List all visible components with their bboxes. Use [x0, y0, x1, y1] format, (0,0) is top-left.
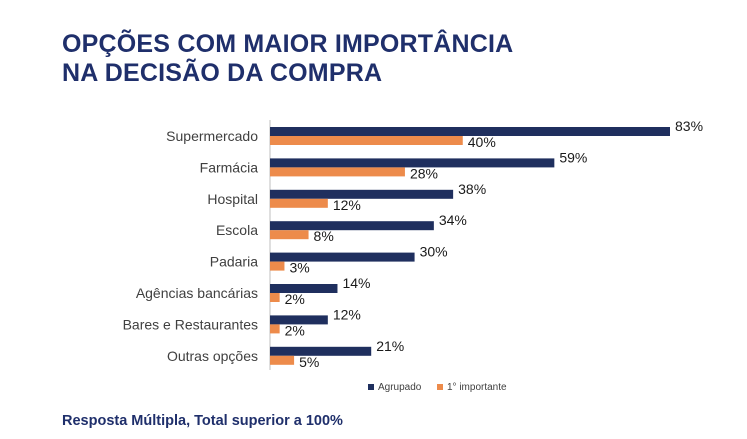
bar-primeiro-7	[270, 355, 295, 365]
bar-primeiro-2	[270, 198, 328, 208]
data-label-primeiro-6: 2%	[285, 322, 305, 338]
bar-agrupado-5	[270, 284, 338, 293]
legend-swatch-1	[437, 384, 443, 390]
category-label-7: Outras opções	[167, 348, 258, 364]
data-label-primeiro-0: 40%	[468, 134, 496, 150]
legend-label-0: Agrupado	[378, 382, 422, 393]
bar-agrupado-3	[270, 221, 434, 231]
bar-agrupado-0	[270, 127, 670, 136]
bar-agrupado-4	[270, 252, 415, 262]
category-label-1: Farmácia	[200, 159, 259, 175]
bar-agrupado-2	[270, 189, 454, 199]
bar-primeiro-4	[270, 261, 285, 271]
category-label-3: Escola	[216, 222, 258, 238]
footnote: Resposta Múltipla, Total superior a 100%	[62, 413, 343, 429]
data-label-primeiro-4: 3%	[289, 260, 309, 276]
data-label-primeiro-3: 8%	[314, 228, 334, 244]
bar-primeiro-5	[270, 293, 280, 302]
data-label-primeiro-5: 2%	[285, 291, 305, 307]
data-label-primeiro-2: 12%	[333, 197, 361, 213]
data-label-agrupado-2: 38%	[458, 181, 486, 197]
bar-agrupado-1	[270, 158, 555, 168]
data-label-agrupado-1: 59%	[559, 149, 587, 165]
data-label-agrupado-3: 34%	[439, 212, 467, 228]
data-label-agrupado-4: 30%	[420, 244, 448, 260]
data-label-agrupado-6: 12%	[333, 306, 361, 322]
bar-primeiro-0	[270, 136, 463, 145]
data-label-primeiro-7: 5%	[299, 354, 319, 370]
data-label-agrupado-5: 14%	[342, 275, 370, 291]
data-label-agrupado-7: 21%	[376, 338, 404, 354]
page-title: OPÇÕES COM MAIOR IMPORTÂNCIA NA DECISÃO …	[62, 30, 513, 88]
data-label-agrupado-0: 83%	[675, 118, 703, 134]
bar-agrupado-6	[270, 315, 328, 325]
data-label-primeiro-1: 28%	[410, 165, 438, 181]
category-label-6: Bares e Restaurantes	[123, 316, 258, 332]
category-label-0: Supermercado	[166, 128, 258, 144]
category-label-2: Hospital	[207, 191, 258, 207]
category-label-5: Agências bancárias	[136, 285, 258, 301]
bar-primeiro-1	[270, 167, 405, 177]
title-line-2: NA DECISÃO DA COMPRA	[62, 59, 383, 87]
legend-label-1: 1° importante	[447, 382, 507, 393]
bar-primeiro-6	[270, 324, 280, 334]
bar-agrupado-7	[270, 346, 372, 356]
title-line-1: OPÇÕES COM MAIOR IMPORTÂNCIA	[62, 30, 514, 58]
legend-swatch-0	[368, 384, 374, 390]
bar-primeiro-3	[270, 230, 309, 240]
category-label-4: Padaria	[210, 254, 258, 270]
